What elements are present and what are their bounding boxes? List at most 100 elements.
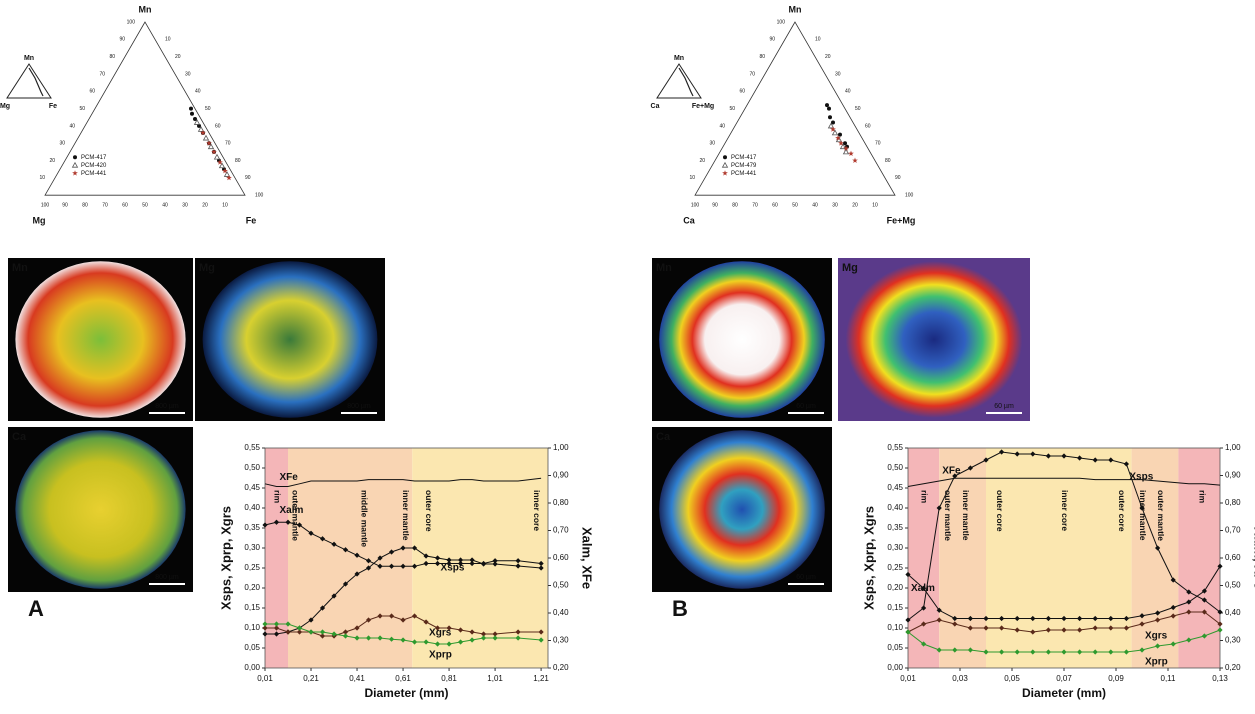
y2-tick-label: 0,80 — [1225, 498, 1241, 507]
x-tick-label: 1,01 — [487, 674, 503, 683]
y-tick-label: 0,30 — [244, 543, 260, 552]
x-tick-label: 0,41 — [349, 674, 365, 683]
map-element-label: Mg — [199, 262, 215, 274]
point — [189, 107, 193, 111]
zone-label: inner core — [1060, 490, 1070, 531]
y-tick-label: 0,45 — [244, 483, 260, 492]
ternary-frame — [45, 22, 245, 195]
tick-label: 90 — [245, 175, 251, 181]
scale-label: 60 µm — [796, 574, 816, 581]
y2-tick-label: 0,50 — [1225, 581, 1241, 590]
tick-label: 90 — [62, 203, 68, 209]
x-tick-label: 0,05 — [1004, 674, 1020, 683]
y-tick-label: 0,00 — [244, 663, 260, 672]
y-tick-label: 0,50 — [887, 463, 903, 472]
series-label: Xgrs — [429, 628, 452, 639]
ternary-frame — [695, 22, 895, 195]
tick-label: 40 — [845, 89, 851, 95]
tick-label: 80 — [759, 54, 765, 60]
x-axis-label: Diameter (mm) — [1022, 686, 1106, 700]
scale-label: 60 µm — [796, 403, 816, 410]
element-map — [203, 261, 378, 417]
y2-tick-label: 0,30 — [553, 636, 569, 645]
element-map — [846, 261, 1023, 417]
legend-marker — [73, 163, 78, 168]
tick-label: 50 — [729, 106, 735, 112]
legend-label: PCM-441 — [731, 171, 757, 177]
map-element-label: Mn — [656, 262, 672, 274]
point — [190, 112, 194, 116]
tick-label: 100 — [691, 203, 700, 209]
tick-label: 30 — [182, 203, 188, 209]
tick-label: 30 — [835, 71, 841, 77]
tick-label: 80 — [109, 54, 115, 60]
series-label: Xprp — [1145, 657, 1168, 668]
tick-label: 10 — [165, 37, 171, 43]
y-tick-label: 0,55 — [887, 443, 903, 452]
y-tick-label: 0,50 — [244, 463, 260, 472]
legend-label: PCM-441 — [81, 171, 107, 177]
point — [838, 133, 842, 137]
tick-label: 30 — [709, 141, 715, 147]
zone-label: rim — [919, 490, 929, 504]
y-axis-label: Xsps, Xprp, Xgrs — [861, 506, 876, 610]
tick-label: 60 — [865, 123, 871, 129]
tick-label: 60 — [739, 89, 745, 95]
y-tick-label: 0,25 — [887, 563, 903, 572]
inset-label: Ca — [651, 103, 660, 110]
point — [848, 151, 854, 156]
tick-label: 90 — [119, 37, 125, 43]
tick-label: 70 — [225, 141, 231, 147]
inset-label: Mn — [24, 55, 34, 62]
panel-label: B — [672, 596, 688, 621]
map-element-label: Mn — [12, 262, 28, 274]
legend-label: PCM-479 — [731, 163, 757, 169]
x-tick-label: 0,21 — [303, 674, 319, 683]
tick-label: 10 — [872, 203, 878, 209]
tick-label: 10 — [222, 203, 228, 209]
series-label: XFe — [280, 472, 299, 483]
point — [825, 103, 829, 107]
tick-label: 80 — [732, 203, 738, 209]
y-tick-label: 0,55 — [244, 443, 260, 452]
y-tick-label: 0,00 — [887, 663, 903, 672]
x-tick-label: 0,01 — [257, 674, 273, 683]
tick-label: 10 — [689, 175, 695, 181]
tick-label: 80 — [82, 203, 88, 209]
zone-label: outer core — [1117, 490, 1127, 532]
x-tick-label: 0,03 — [952, 674, 968, 683]
tick-label: 70 — [752, 203, 758, 209]
y-tick-label: 0,40 — [244, 503, 260, 512]
y2-axis-label: Xalm, XFe — [1252, 527, 1255, 589]
legend-marker — [723, 155, 727, 159]
y2-tick-label: 0,90 — [1225, 471, 1241, 480]
y2-tick-label: 0,60 — [553, 553, 569, 562]
tick-label: 50 — [855, 106, 861, 112]
y2-tick-label: 0,40 — [553, 608, 569, 617]
y-tick-label: 0,10 — [887, 623, 903, 632]
legend-label: PCM-420 — [81, 163, 107, 169]
x-axis-label: Diameter (mm) — [364, 686, 448, 700]
y-axis-label: Xsps, Xprp, Xgrs — [218, 506, 233, 610]
y-tick-label: 0,05 — [887, 643, 903, 652]
figure: 1010102020203030304040405050506060607070… — [0, 0, 1255, 709]
tick-label: 20 — [202, 203, 208, 209]
y-tick-label: 0,25 — [244, 563, 260, 572]
tick-label: 30 — [185, 71, 191, 77]
point — [215, 155, 220, 160]
scale-label: 800 µm — [347, 403, 371, 410]
zone-label: outer mantle — [1156, 490, 1166, 541]
y2-tick-label: 0,40 — [1225, 608, 1241, 617]
scale-label: 800 µm — [155, 574, 179, 581]
tick-label: 100 — [255, 193, 264, 199]
tick-label: 90 — [769, 37, 775, 43]
point — [833, 130, 838, 135]
zone-label: inner mantle — [401, 490, 411, 541]
vertex-label: Mn — [789, 4, 802, 14]
inset-label: Mn — [674, 55, 684, 62]
tick-label: 100 — [905, 193, 914, 199]
vertex-label: Fe+Mg — [887, 216, 916, 226]
vertex-label: Mg — [33, 216, 46, 226]
legend-marker — [72, 170, 78, 175]
zone-label: rim — [1198, 490, 1208, 504]
